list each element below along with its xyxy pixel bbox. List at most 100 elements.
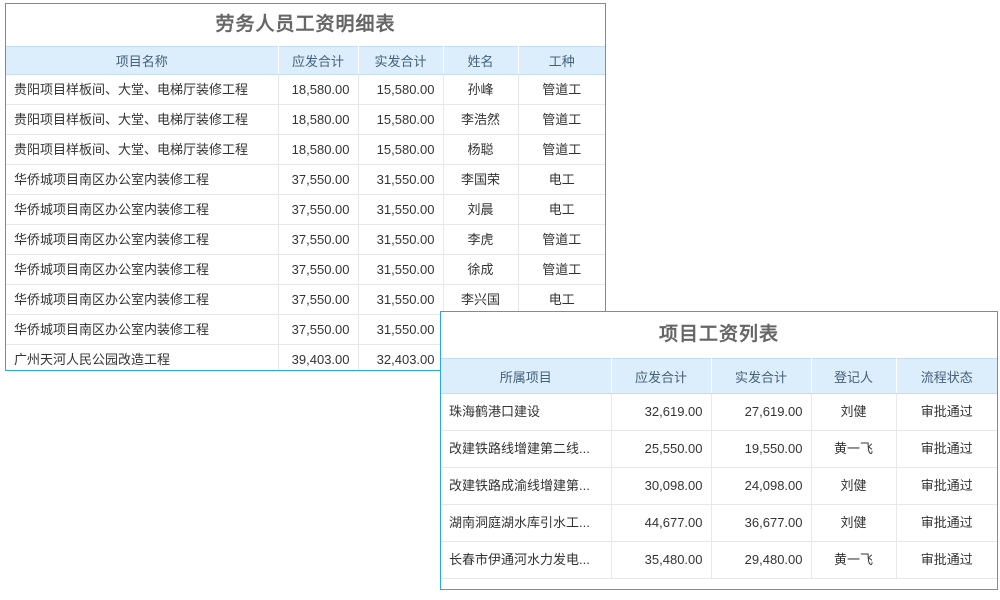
- cell-payable: 39,403.00: [278, 344, 359, 370]
- cell-registrar[interactable]: 刘健: [811, 393, 897, 431]
- detail-col-paid[interactable]: 实发合计: [358, 46, 444, 75]
- cell-registrar[interactable]: 刘健: [811, 467, 897, 505]
- cell-project[interactable]: 珠海鹤港口建设: [441, 393, 612, 431]
- cell-paid: 32,403.00: [358, 344, 444, 370]
- status-badge: 审批通过: [896, 504, 997, 542]
- cell-payable: 30,098.00: [611, 467, 712, 505]
- cell-payable: 37,550.00: [278, 164, 359, 195]
- cell-project[interactable]: 华侨城项目南区办公室内装修工程: [6, 194, 279, 225]
- table-row[interactable]: 贵阳项目样板间、大堂、电梯厅装修工程 18,580.00 15,580.00 杨聪 管道…: [6, 134, 605, 165]
- cell-project[interactable]: 华侨城项目南区办公室内装修工程: [6, 164, 279, 195]
- table-row[interactable]: 贵阳项目样板间、大堂、电梯厅装修工程 18,580.00 15,580.00 李浩然管…: [6, 104, 605, 135]
- detail-table-header-row: 项目名称 应发合计 实发合计 姓名 工种: [6, 46, 605, 75]
- list-col-payable[interactable]: 应发合计: [611, 358, 712, 394]
- cell-payable: 37,550.00: [278, 284, 359, 315]
- detail-col-name[interactable]: 姓名: [443, 46, 519, 75]
- status-badge: 审批通过: [896, 430, 997, 468]
- cell-paid: 19,550.00: [711, 430, 812, 468]
- cell-payable: 37,550.00: [278, 254, 359, 285]
- list-table-body: 珠海鹤港口建设 32,619.00 27,619.00 刘健 审批通过 改建铁路线增建第二…: [441, 393, 997, 579]
- cell-name: 李国荣: [443, 164, 519, 195]
- cell-paid: 29,480.00: [711, 541, 812, 579]
- project-salary-list-table: 所属项目 应发合计 实发合计 登记人 流程状态 珠海鹤港口建设 32,619.00…: [441, 358, 997, 579]
- cell-project[interactable]: 华侨城项目南区办公室内装修工程: [6, 314, 279, 345]
- table-row[interactable]: 华侨城项目南区办公室内装修工程 37,550.00 31,550.00 徐成 管道工: [6, 254, 605, 285]
- cell-paid: 31,550.00: [358, 224, 444, 255]
- table-row[interactable]: 改建铁路成渝线增建第... 30,098.00 24,098.00 刘健 审批通过: [441, 467, 997, 505]
- cell-project[interactable]: 改建铁路成渝线增建第...: [441, 467, 612, 505]
- cell-job: 电工: [518, 194, 605, 225]
- project-salary-list-panel: 项目工资列表 所属项目 应发合计 实发合计 登记人 流程状态 珠海鹤港口建设 32…: [440, 311, 998, 590]
- cell-payable: 35,480.00: [611, 541, 712, 579]
- detail-col-payable[interactable]: 应发合计: [278, 46, 359, 75]
- cell-project[interactable]: 改建铁路线增建第二线...: [441, 430, 612, 468]
- table-row[interactable]: 珠海鹤港口建设 32,619.00 27,619.00 刘健 审批通过: [441, 393, 997, 431]
- list-col-paid[interactable]: 实发合计: [711, 358, 812, 394]
- cell-paid: 15,580.00: [358, 104, 444, 135]
- cell-payable: 32,619.00: [611, 393, 712, 431]
- cell-job: 电工: [518, 284, 605, 315]
- list-table-header-row: 所属项目 应发合计 实发合计 登记人 流程状态: [441, 358, 997, 394]
- cell-payable: 18,580.00: [278, 74, 359, 105]
- cell-job: 电工: [518, 164, 605, 195]
- cell-paid: 36,677.00: [711, 504, 812, 542]
- detail-col-job[interactable]: 工种: [518, 46, 605, 75]
- cell-paid: 15,580.00: [358, 134, 444, 165]
- table-row[interactable]: 改建铁路线增建第二线... 25,550.00 19,550.00 黄一飞 审批通过: [441, 430, 997, 468]
- cell-payable: 25,550.00: [611, 430, 712, 468]
- status-badge: 审批通过: [896, 467, 997, 505]
- cell-project[interactable]: 广州天河人民公园改造工程: [6, 344, 279, 370]
- cell-project[interactable]: 贵阳项目样板间、大堂、电梯厅装修工程: [6, 74, 279, 105]
- status-badge: 审批通过: [896, 541, 997, 579]
- table-row[interactable]: 长春市伊通河水力发电... 35,480.00 29,480.00 黄一飞 审批通过: [441, 541, 997, 579]
- labor-salary-detail-table: 项目名称 应发合计 实发合计 姓名 工种 贵阳项目样板间、大堂、电梯厅装修工程 1…: [6, 46, 605, 370]
- cell-name: 徐成: [443, 254, 519, 285]
- cell-project[interactable]: 华侨城项目南区办公室内装修工程: [6, 254, 279, 285]
- cell-registrar[interactable]: 黄一飞: [811, 430, 897, 468]
- cell-project[interactable]: 贵阳项目样板间、大堂、电梯厅装修工程: [6, 134, 279, 165]
- cell-payable: 18,580.00: [278, 134, 359, 165]
- cell-project[interactable]: 长春市伊通河水力发电...: [441, 541, 612, 579]
- cell-name: 李兴国: [443, 284, 519, 315]
- labor-salary-detail-panel: 劳务人员工资明细表 项目名称 应发合计 实发合计 姓名 工种 贵阳项目样板间、大…: [5, 3, 606, 371]
- table-row[interactable]: 华侨城项目南区办公室内装修工程 37,550.00 31,550.00 李国荣 电工: [6, 164, 605, 195]
- cell-project[interactable]: 华侨城项目南区办公室内装修工程: [6, 224, 279, 255]
- list-col-project[interactable]: 所属项目: [441, 358, 612, 394]
- list-col-registrar[interactable]: 登记人: [811, 358, 897, 394]
- table-row[interactable]: 湖南洞庭湖水库引水工... 44,677.00 36,677.00 刘健 审批通过: [441, 504, 997, 542]
- detail-col-project[interactable]: 项目名称: [6, 46, 279, 75]
- list-col-status[interactable]: 流程状态: [896, 358, 997, 394]
- cell-paid: 15,580.00: [358, 74, 444, 105]
- cell-project[interactable]: 贵阳项目样板间、大堂、电梯厅装修工程: [6, 104, 279, 135]
- cell-project[interactable]: 湖南洞庭湖水库引水工...: [441, 504, 612, 542]
- cell-job: 管道工: [518, 104, 605, 135]
- cell-paid: 31,550.00: [358, 314, 444, 345]
- cell-payable: 18,580.00: [278, 104, 359, 135]
- detail-table-body: 贵阳项目样板间、大堂、电梯厅装修工程 18,580.00 15,580.00 孙峰 管道…: [6, 74, 605, 370]
- status-badge: 审批通过: [896, 393, 997, 431]
- cell-job: 管道工: [518, 254, 605, 285]
- cell-job: 管道工: [518, 134, 605, 165]
- cell-paid: 31,550.00: [358, 164, 444, 195]
- cell-registrar[interactable]: 黄一飞: [811, 541, 897, 579]
- cell-registrar[interactable]: 刘健: [811, 504, 897, 542]
- table-row[interactable]: 贵阳项目样板间、大堂、电梯厅装修工程 18,580.00 15,580.00 孙峰 管道…: [6, 74, 605, 105]
- cell-name: 杨聪: [443, 134, 519, 165]
- table-row[interactable]: 华侨城项目南区办公室内装修工程 37,550.00 31,550.00 李虎 管道工: [6, 224, 605, 255]
- detail-panel-title: 劳务人员工资明细表: [6, 4, 605, 46]
- cell-payable: 37,550.00: [278, 314, 359, 345]
- cell-job: 管道工: [518, 74, 605, 105]
- cell-payable: 37,550.00: [278, 224, 359, 255]
- cell-name: 李浩然: [443, 104, 519, 135]
- table-row[interactable]: 华侨城项目南区办公室内装修工程 37,550.00 31,550.00 刘晨 电工: [6, 194, 605, 225]
- cell-payable: 37,550.00: [278, 194, 359, 225]
- cell-paid: 31,550.00: [358, 254, 444, 285]
- table-row[interactable]: 华侨城项目南区办公室内装修工程 37,550.00 31,550.00 李兴国 电工: [6, 284, 605, 315]
- cell-paid: 31,550.00: [358, 194, 444, 225]
- cell-name: 孙峰: [443, 74, 519, 105]
- list-panel-title: 项目工资列表: [441, 312, 997, 358]
- cell-job: 管道工: [518, 224, 605, 255]
- cell-project[interactable]: 华侨城项目南区办公室内装修工程: [6, 284, 279, 315]
- cell-name: 李虎: [443, 224, 519, 255]
